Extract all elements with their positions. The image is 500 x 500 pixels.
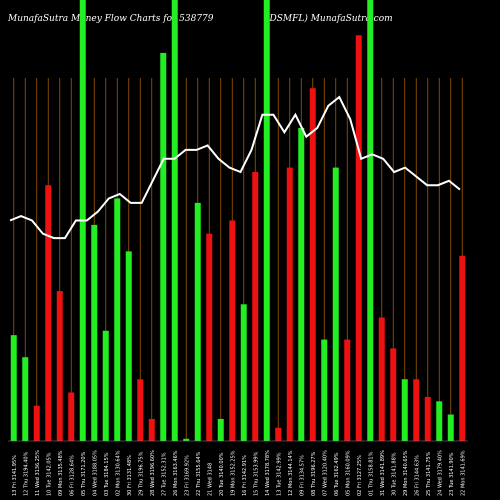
bar-down (286, 167, 293, 441)
bar-up (367, 0, 374, 441)
x-tick-label: 29 Mon 3140.65% (403, 450, 409, 496)
bar-down (275, 427, 282, 441)
bar-up (401, 379, 408, 441)
bar-up (91, 224, 98, 441)
x-tick-label: 15 Thu 3153.99% (253, 451, 259, 496)
bar-up (332, 167, 339, 441)
x-tick-label: 14 Wed 3178.78% (265, 450, 271, 496)
bar-up (240, 304, 247, 441)
bar-down (148, 418, 155, 441)
bar-down (252, 171, 259, 442)
bar-down (309, 88, 316, 441)
bar-up (436, 401, 443, 441)
bar-down (355, 35, 362, 441)
bar-up (160, 52, 167, 442)
bar-down (137, 379, 144, 441)
bar-up (171, 0, 178, 441)
x-tick-label: 05 Thu 3171.20% (81, 451, 87, 496)
x-tick-label: 13 Tue 3142.99% (276, 452, 282, 496)
x-tick-label: 23 Fri 3169.92% (184, 455, 190, 496)
x-tick-label: 23 Tue 3141.90% (449, 452, 455, 496)
x-tick-label: 22 Thu 3155.64% (196, 451, 202, 496)
x-tick-label: 24 Wed 3179.40% (437, 450, 443, 496)
bar-down (206, 233, 213, 441)
x-tick-label: 05 Mon 3160.09% (345, 450, 351, 496)
bar-up (194, 202, 201, 441)
x-tick-label: 25 Thu 3141.75% (426, 451, 432, 496)
bar-up (114, 198, 121, 441)
x-tick-label: 09 Fri 3134.57% (299, 455, 305, 496)
bar-down (45, 185, 52, 441)
x-tick-label: 06 Tue 3162.49% (334, 452, 340, 496)
bar-up (125, 251, 132, 441)
x-tick-label: 22 Mon 3141.69% (460, 450, 466, 496)
chart-subtitle: (DSMFL) MunafaSutra.com (266, 14, 393, 24)
x-tick-label: 26 Mon 3163.46% (173, 450, 179, 496)
bar-down (344, 339, 351, 441)
x-tick-label: 09 Mon 3135.48% (58, 450, 64, 496)
bar-up (321, 339, 328, 441)
bar-down (424, 396, 431, 441)
x-tick-label: 26 Fri 3144.63% (414, 455, 420, 496)
x-tick-label: 19 Mon 3152.25% (230, 450, 236, 496)
bar-down (229, 220, 236, 441)
x-tick-label: 21 Wed 3148 (207, 463, 213, 496)
bar-up (263, 0, 270, 441)
x-tick-label: 27 Tue 3152.31% (161, 452, 167, 496)
x-tick-label: 07 Wed 3120.40% (322, 450, 328, 496)
bar-up (22, 357, 29, 441)
x-tick-label: 12 Mon 3144.14% (288, 450, 294, 496)
bar-down (413, 379, 420, 441)
bar-down (56, 291, 63, 441)
x-tick-label: 11 Wed 3136.25% (35, 450, 41, 496)
bar-up (10, 335, 17, 441)
x-tick-label: 03 Tue 3184.15% (104, 452, 110, 496)
x-tick-label: 30 Tue 3141.88% (391, 452, 397, 496)
x-tick-label: 12 Thu 3194.40% (23, 451, 29, 496)
x-tick-label: 02 Mon 3130.64% (115, 450, 121, 496)
x-tick-label: 10 Tue 3142.05% (46, 452, 52, 496)
bar-up (217, 418, 224, 441)
x-tick-label: 06 Fri 3128.64% (69, 455, 75, 496)
x-tick-label: 13 Fri 3141.95% (12, 455, 18, 496)
x-tick-label: 04 Wed 3188.05% (92, 450, 98, 496)
chart-title: MunafaSutra Money Flow Charts for 538779 (8, 14, 214, 24)
bar-up (447, 414, 454, 441)
bar-up (102, 330, 109, 441)
bar-down (378, 317, 385, 441)
x-tick-label: 08 Thu 3196.27% (311, 451, 317, 496)
x-tick-label: 28 Wed 3196.60% (150, 450, 156, 496)
bar-down (68, 392, 75, 441)
x-tick-label: 29 Thu 3196.75% (138, 451, 144, 496)
bar-up (298, 127, 305, 441)
bar-down (390, 348, 397, 441)
x-tick-label: 20 Tue 3140.00% (219, 452, 225, 496)
x-tick-label: 02 Fri 3127.25% (357, 455, 363, 496)
bar-down (459, 255, 466, 441)
bar-down (33, 405, 40, 441)
x-tick-label: 30 Fri 3131.48% (127, 455, 133, 496)
x-tick-label: 01 Thu 3158.81% (368, 451, 374, 496)
x-tick-label: 16 Fri 3142.91% (242, 455, 248, 496)
bar-up (183, 438, 190, 441)
x-axis-labels: 13 Fri 3141.95% 12 Thu 3194.40% 11 Wed 313… (12, 450, 467, 496)
x-tick-label: 31 Wed 3141.89% (380, 450, 386, 496)
money-flow-line (9, 95, 461, 240)
